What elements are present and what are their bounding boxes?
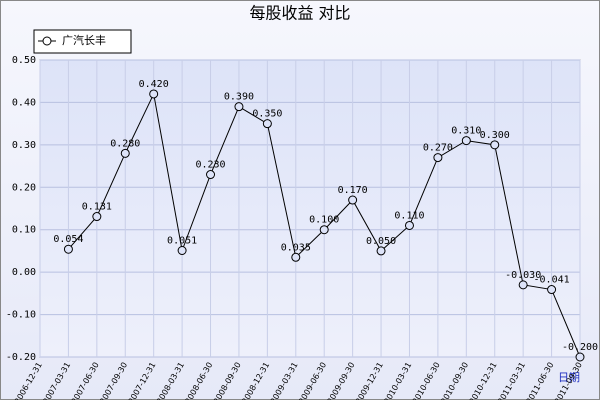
data-label: 0.390 bbox=[224, 92, 254, 103]
y-tick-label: 0.20 bbox=[12, 182, 36, 193]
data-label: 0.050 bbox=[366, 236, 396, 247]
data-label: 0.270 bbox=[423, 143, 453, 154]
data-point bbox=[120, 148, 130, 158]
data-point bbox=[92, 212, 102, 222]
data-point bbox=[575, 352, 585, 362]
data-point bbox=[348, 195, 358, 205]
data-label: 0.350 bbox=[252, 109, 282, 120]
data-label: 0.110 bbox=[394, 210, 424, 221]
data-label: -0.041 bbox=[534, 275, 570, 286]
data-point bbox=[177, 246, 187, 256]
y-tick-label: 0.10 bbox=[12, 225, 36, 236]
y-tick-label: -0.10 bbox=[6, 310, 36, 321]
data-label: -0.030 bbox=[505, 270, 541, 281]
data-label: -0.200 bbox=[562, 342, 598, 353]
data-label: 0.280 bbox=[110, 138, 140, 149]
data-point bbox=[319, 225, 329, 235]
data-label: 0.420 bbox=[139, 79, 169, 90]
y-tick-label: 0.00 bbox=[12, 267, 36, 278]
data-label: 0.035 bbox=[281, 242, 311, 253]
data-label: 0.310 bbox=[451, 126, 481, 137]
data-point bbox=[149, 89, 159, 99]
data-point bbox=[376, 246, 386, 256]
chart-title: 每股收益 对比 bbox=[249, 4, 350, 23]
plot-area bbox=[39, 59, 581, 358]
data-point bbox=[262, 119, 272, 129]
data-label: 0.054 bbox=[53, 234, 83, 245]
data-point bbox=[433, 153, 443, 163]
data-point bbox=[291, 252, 301, 262]
legend-label: 广汽长丰 bbox=[62, 33, 106, 47]
y-tick-label: 0.50 bbox=[12, 55, 36, 66]
data-point bbox=[63, 244, 73, 254]
y-tick-label: 0.30 bbox=[12, 140, 36, 151]
data-point bbox=[461, 136, 471, 146]
legend-marker bbox=[42, 36, 52, 46]
data-point bbox=[547, 285, 557, 295]
data-point bbox=[206, 170, 216, 180]
data-label: 0.131 bbox=[82, 202, 112, 213]
y-tick-label: 0.40 bbox=[12, 97, 36, 108]
data-label: 0.230 bbox=[195, 160, 225, 171]
x-axis-label: 日期 bbox=[558, 371, 580, 384]
data-point bbox=[404, 220, 414, 230]
data-label: 0.051 bbox=[167, 236, 197, 247]
data-point bbox=[234, 102, 244, 112]
y-tick-label: -0.20 bbox=[6, 352, 36, 363]
data-point bbox=[518, 280, 528, 290]
data-point bbox=[490, 140, 500, 150]
data-label: 0.100 bbox=[309, 215, 339, 226]
data-label: 0.170 bbox=[338, 185, 368, 196]
legend-box bbox=[33, 29, 132, 54]
data-label: 0.300 bbox=[480, 130, 510, 141]
